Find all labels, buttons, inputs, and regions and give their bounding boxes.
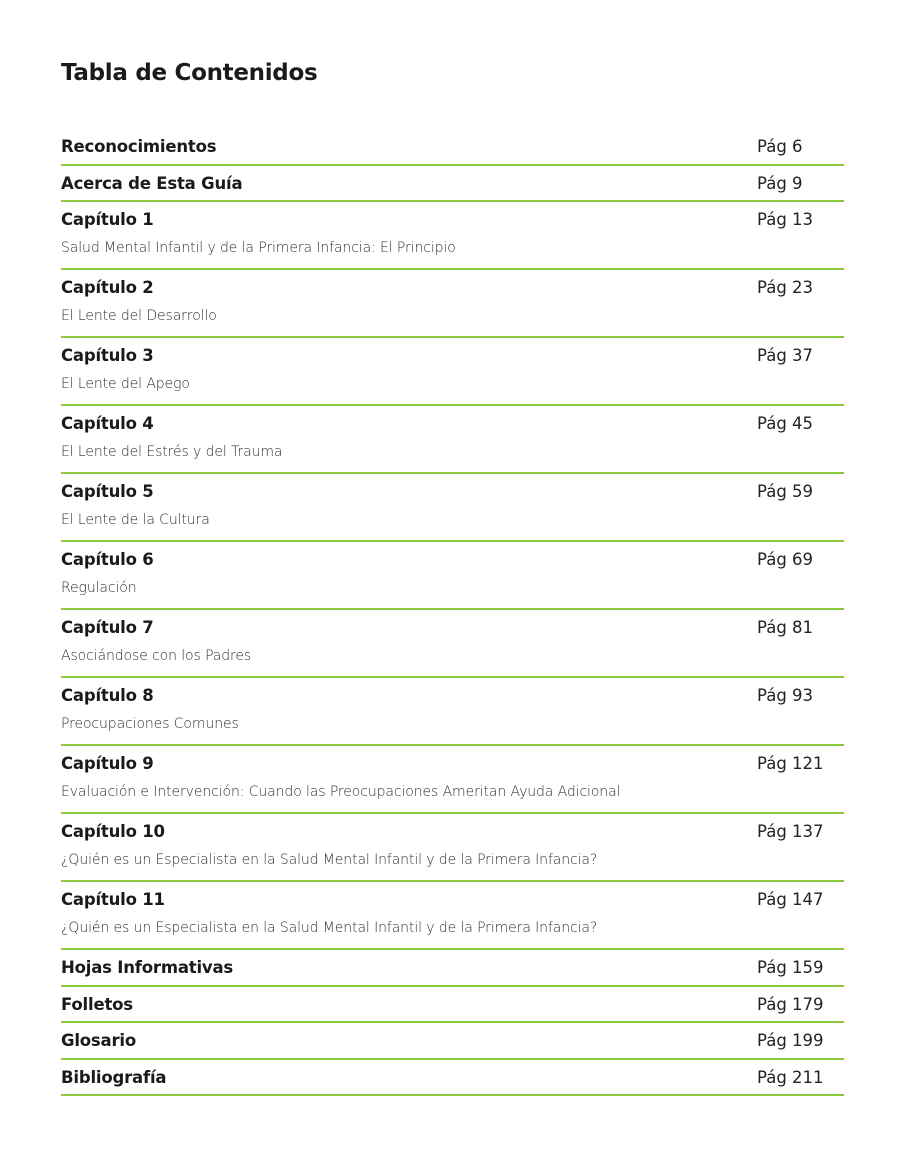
toc-entry-label: Capítulo 11: [61, 890, 165, 909]
toc-entry-subtitle: Regulación: [61, 580, 137, 596]
toc-entry-label: Capítulo 6: [61, 550, 154, 569]
toc-entry-page: Pág 23: [757, 278, 814, 297]
toc-entry[interactable]: Reconocimientos Pág 6: [61, 129, 844, 166]
toc-entry-label: Capítulo 8: [61, 686, 154, 705]
toc-entry-page: Pág 37: [757, 346, 814, 365]
toc-entry-page: Pág 121: [757, 754, 824, 773]
toc-entry-label: Capítulo 5: [61, 482, 154, 501]
toc-entry[interactable]: Glosario Pág 199: [61, 1023, 844, 1060]
toc-entry-page: Pág 137: [757, 822, 824, 841]
toc-entry[interactable]: Capítulo 11 ¿Quién es un Especialista en …: [61, 882, 844, 950]
toc-entry[interactable]: Folletos Pág 179: [61, 987, 844, 1023]
toc-entry-subtitle: Evaluación e Intervención: Cuando las Pr…: [61, 784, 621, 800]
toc-entry[interactable]: Acerca de Esta Guía Pág 9: [61, 166, 844, 202]
toc-entry-page: Pág 147: [757, 890, 824, 909]
toc-entry-label: Capítulo 1: [61, 210, 154, 229]
toc-entry-subtitle: ¿Quién es un Especialista en la Salud Me…: [61, 920, 598, 936]
toc-entry[interactable]: Capítulo 9 Evaluación e Intervención: Cua…: [61, 746, 844, 814]
toc-entry-label: Capítulo 10: [61, 822, 165, 841]
toc-entry[interactable]: Capítulo 10 ¿Quién es un Especialista en …: [61, 814, 844, 882]
toc-entry-page: Pág 6: [757, 137, 803, 156]
toc-entry-label: Capítulo 4: [61, 414, 154, 433]
toc-entry[interactable]: Capítulo 5 El Lente de la Cultura Pág 59: [61, 474, 844, 542]
toc-entry-page: Pág 9: [757, 173, 803, 193]
toc-entry-label: Capítulo 2: [61, 278, 154, 297]
toc-entry-page: Pág 69: [757, 550, 814, 569]
toc-entry-subtitle: Salud Mental Infantil y de la Primera In…: [61, 240, 456, 256]
page-title: Tabla de Contenidos: [61, 60, 318, 86]
toc-entry-page: Pág 13: [757, 210, 814, 229]
toc-entry[interactable]: Capítulo 3 El Lente del Apego Pág 37: [61, 338, 844, 406]
toc-entry[interactable]: Bibliografía Pág 211: [61, 1060, 844, 1096]
toc-entry-label: Reconocimientos: [61, 137, 217, 156]
toc-entry-page: Pág 211: [757, 1067, 824, 1087]
toc-entry-page: Pág 45: [757, 414, 814, 433]
toc-entry[interactable]: Capítulo 8 Preocupaciones Comunes Pág 93: [61, 678, 844, 746]
toc-entry-page: Pág 159: [757, 958, 824, 977]
toc-entry-page: Pág 93: [757, 686, 814, 705]
toc-entry[interactable]: Capítulo 6 Regulación Pág 69: [61, 542, 844, 610]
toc-entry-label: Acerca de Esta Guía: [61, 173, 243, 193]
toc-entry-label: Capítulo 9: [61, 754, 154, 773]
toc-entry-subtitle: Asociándose con los Padres: [61, 648, 252, 664]
table-of-contents: Reconocimientos Pág 6 Acerca de Esta Guía P…: [61, 129, 844, 1096]
toc-entry-page: Pág 59: [757, 482, 814, 501]
toc-entry-subtitle: El Lente de la Cultura: [61, 512, 210, 528]
toc-entry-subtitle: El Lente del Estrés y del Trauma: [61, 444, 283, 460]
toc-entry[interactable]: Capítulo 1 Salud Mental Infantil y de la …: [61, 202, 844, 270]
toc-entry[interactable]: Capítulo 2 El Lente del Desarrollo Pág 23: [61, 270, 844, 338]
toc-entry[interactable]: Capítulo 7 Asociándose con los Padres Pág …: [61, 610, 844, 678]
toc-entry[interactable]: Capítulo 4 El Lente del Estrés y del Trau…: [61, 406, 844, 474]
toc-entry-page: Pág 179: [757, 994, 824, 1014]
toc-entry-label: Bibliografía: [61, 1067, 167, 1087]
toc-entry-subtitle: Preocupaciones Comunes: [61, 716, 239, 732]
toc-entry-label: Glosario: [61, 1031, 137, 1050]
toc-entry-label: Hojas Informativas: [61, 958, 234, 977]
toc-entry-subtitle: El Lente del Apego: [61, 376, 190, 392]
toc-entry-page: Pág 81: [757, 618, 814, 637]
toc-entry-subtitle: ¿Quién es un Especialista en la Salud Me…: [61, 852, 598, 868]
toc-entry-page: Pág 199: [757, 1031, 824, 1050]
toc-entry-label: Capítulo 3: [61, 346, 154, 365]
toc-entry[interactable]: Hojas Informativas Pág 159: [61, 950, 844, 987]
toc-entry-subtitle: El Lente del Desarrollo: [61, 308, 217, 324]
toc-entry-label: Folletos: [61, 994, 133, 1014]
toc-entry-label: Capítulo 7: [61, 618, 154, 637]
